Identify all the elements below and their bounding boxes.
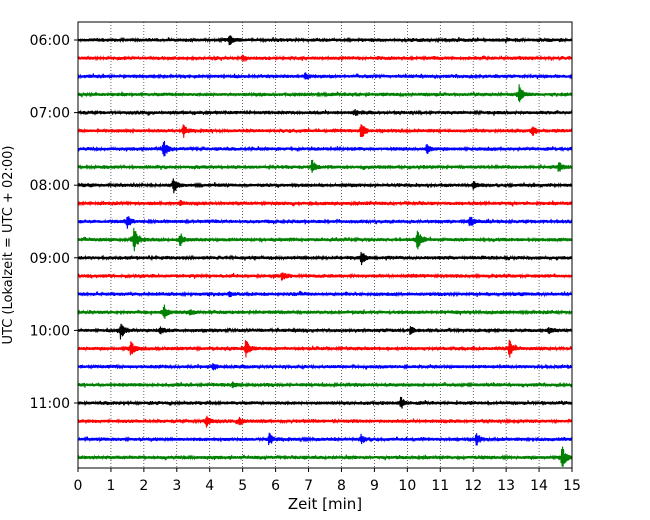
trace-1045 xyxy=(77,381,573,389)
trace-0845 xyxy=(77,227,573,252)
y-tick-label: 06:00 xyxy=(30,33,70,49)
trace-0600 xyxy=(77,35,573,46)
seismic-traces xyxy=(77,35,573,467)
trace-0930 xyxy=(77,290,573,298)
trace-0830 xyxy=(77,216,573,229)
x-tick-label: 2 xyxy=(139,478,148,494)
x-tick-label: 8 xyxy=(337,478,346,494)
trace-0900 xyxy=(77,251,573,266)
x-tick-label: 4 xyxy=(205,478,214,494)
x-tick-label: 7 xyxy=(304,478,313,494)
trace-0815 xyxy=(77,199,573,207)
plot-frame xyxy=(77,21,573,469)
trace-0915 xyxy=(77,272,573,281)
trace-1115 xyxy=(77,415,573,428)
x-tick-label: 3 xyxy=(172,478,181,494)
trace-0715 xyxy=(77,124,573,138)
trace-0945 xyxy=(77,304,573,319)
x-tick-label: 13 xyxy=(497,478,515,494)
trace-0745 xyxy=(77,159,573,173)
grid-lines xyxy=(110,22,540,468)
trace-1100 xyxy=(77,396,573,409)
trace-1030 xyxy=(77,363,573,371)
trace-0800 xyxy=(77,178,573,194)
trace-1015 xyxy=(77,339,573,358)
y-tick-label: 11:00 xyxy=(30,396,70,412)
x-axis-label: Zeit [min] xyxy=(288,495,362,513)
y-tick-label: 08:00 xyxy=(30,178,70,194)
trace-0615 xyxy=(77,54,573,62)
trace-0630 xyxy=(77,72,573,80)
y-axis: 06:00 07:00 08:00 09:00 10:00 11:00 xyxy=(30,33,78,412)
x-tick-label: 11 xyxy=(431,478,449,494)
x-tick-label: 9 xyxy=(370,478,379,494)
trace-0730 xyxy=(77,140,573,157)
x-tick-label: 6 xyxy=(271,478,280,494)
x-tick-label: 1 xyxy=(106,478,115,494)
x-tick-label: 5 xyxy=(238,478,247,494)
y-tick-label: 10:00 xyxy=(30,323,70,339)
x-tick-label: 12 xyxy=(464,478,482,494)
trace-1130 xyxy=(77,432,573,446)
x-tick-label: 10 xyxy=(398,478,416,494)
trace-1000 xyxy=(77,323,573,340)
x-tick-label: 14 xyxy=(530,478,548,494)
x-axis: 0 1 2 3 4 5 6 7 8 9 10 11 12 13 14 15 xyxy=(74,468,581,494)
x-tick-label: 15 xyxy=(563,478,581,494)
trace-0700 xyxy=(77,108,573,116)
x-tick-label: 0 xyxy=(74,478,83,494)
y-tick-label: 09:00 xyxy=(30,251,70,267)
trace-1145 xyxy=(77,446,573,467)
y-axis-label: UTC (Lokalzeit = UTC + 02:00) xyxy=(1,146,16,345)
y-tick-label: 07:00 xyxy=(30,106,70,122)
trace-0645 xyxy=(77,84,573,103)
